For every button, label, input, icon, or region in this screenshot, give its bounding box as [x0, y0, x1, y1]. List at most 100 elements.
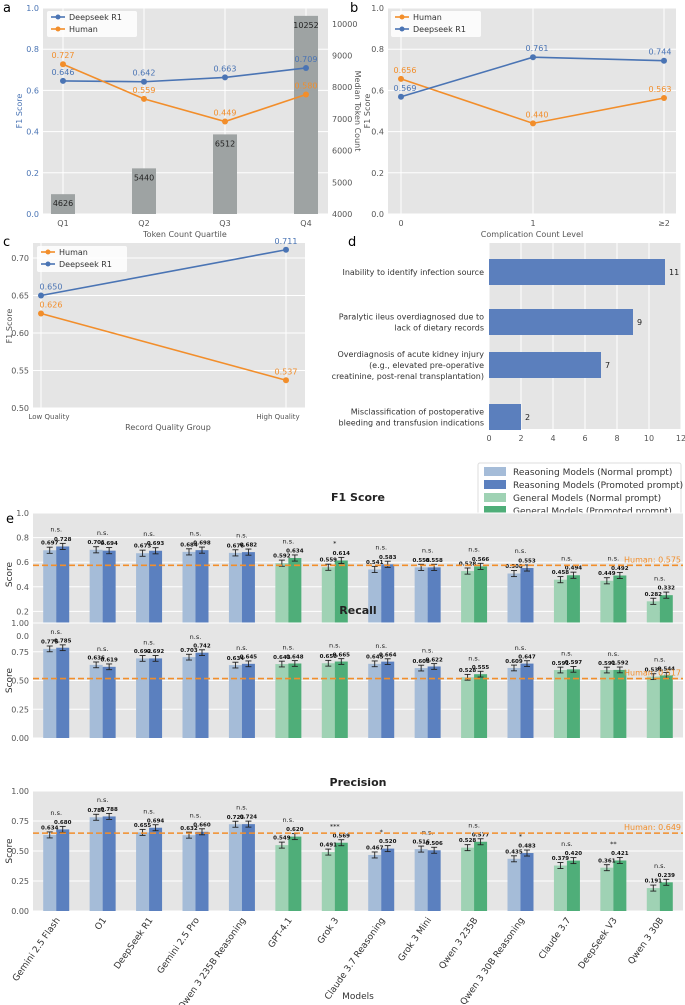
- x-tick: Q4: [300, 219, 311, 228]
- bar-value-normal: 0.549: [273, 836, 291, 842]
- bar-value-promoted: 0.592: [611, 661, 629, 667]
- legend-swatch: [484, 493, 506, 502]
- y-tick: 0.0: [371, 210, 384, 219]
- series-point: [60, 77, 66, 84]
- y-tick: 0.4: [26, 128, 39, 137]
- series-point: [398, 93, 404, 100]
- hbar-category: bleeding and transfusion indications: [339, 419, 484, 428]
- token-bar: [213, 134, 237, 214]
- hbar-value: 11: [669, 268, 679, 277]
- bar-value-normal: 0.676: [227, 543, 245, 549]
- bar-normal: [600, 867, 614, 911]
- panel-c: c 0.626 0.537 0.650 0.711 0.50 0.55 0.60 0.65 0.…: [3, 235, 305, 432]
- point-label: 0.580: [295, 82, 318, 91]
- significance-label: n.s.: [143, 639, 155, 647]
- bar-value-promoted: 0.648: [286, 654, 304, 660]
- bar-value-normal: 0.592: [273, 554, 291, 560]
- bar-value-normal: 0.650: [320, 654, 338, 660]
- legend-label: Reasoning Models (Promoted prompt): [513, 481, 683, 491]
- series-point: [141, 95, 147, 102]
- bar-value-normal: 0.645: [366, 655, 384, 661]
- bar-promoted: [195, 831, 209, 911]
- series-point: [398, 75, 404, 82]
- significance-label: n.s.: [654, 656, 666, 664]
- x-label: Record Quality Group: [125, 423, 211, 432]
- bar-value-promoted: 0.520: [379, 839, 397, 845]
- significance-label: n.s.: [190, 529, 202, 537]
- series-point: [141, 78, 147, 85]
- y-tick: 0.50: [11, 847, 29, 856]
- hbar: [489, 259, 665, 285]
- bar-promoted: [659, 882, 673, 911]
- y-tick: 0.6: [371, 86, 384, 95]
- bar-value-promoted: 0.566: [472, 557, 490, 563]
- significance-label: n.s.: [50, 526, 62, 534]
- human-reference-label: Human: 0.517: [624, 669, 681, 678]
- bar-value-normal: 0.528: [459, 838, 477, 844]
- legend-label: Human: [59, 248, 88, 257]
- bar-value-promoted: 0.494: [565, 566, 583, 572]
- model-label: Qwen 3 235B: [438, 916, 481, 971]
- series-line-0: [40, 312, 287, 382]
- y-tick: 0.00: [11, 907, 29, 916]
- bar-promoted: [149, 658, 163, 738]
- y2-tick: 7000: [332, 115, 352, 124]
- y-tick: 0.8: [26, 45, 39, 54]
- y2-tick: 6000: [332, 147, 352, 156]
- bar-value-normal: 0.632: [180, 826, 198, 832]
- panel-a-letter: a: [3, 1, 11, 16]
- bar-promoted: [427, 666, 441, 738]
- y-tick: 1.0: [16, 509, 29, 518]
- significance-label: n.s.: [468, 546, 480, 554]
- y-tick: 0.50: [11, 677, 29, 686]
- bar-value-normal: 0.191: [645, 879, 663, 885]
- bar-value-promoted: 0.332: [658, 586, 676, 592]
- token-bar-label: 5440: [134, 173, 154, 182]
- bar-value-promoted: 0.506: [425, 841, 443, 847]
- legend-label: General Models (Normal prompt): [513, 494, 661, 504]
- bar-value-promoted: 0.665: [333, 652, 351, 658]
- point-label: 0.626: [40, 301, 63, 310]
- bar-promoted: [56, 829, 70, 911]
- y-tick: 0.70: [11, 254, 29, 263]
- human-reference-label: Human: 0.649: [624, 823, 681, 832]
- bar-value-promoted: 0.692: [147, 649, 165, 655]
- y-tick: 1.00: [11, 787, 29, 796]
- panel-b: b 0.656 0.440 0.563 0.569 0.761 0.744 0.0 0.2 0.…: [350, 1, 676, 239]
- bar-normal: [553, 579, 567, 636]
- token-bar: [51, 194, 75, 214]
- y-tick: 0.4: [16, 583, 29, 592]
- bar-value-promoted: 0.583: [379, 555, 397, 561]
- x-tick: ≥2: [658, 219, 670, 228]
- subplot-title: Precision: [330, 776, 387, 789]
- bar-promoted: [334, 560, 348, 636]
- bar-promoted: [334, 842, 348, 911]
- bar-promoted: [520, 663, 534, 738]
- bar-normal: [507, 858, 521, 911]
- point-label: 0.642: [133, 69, 156, 78]
- y-label: Score: [5, 561, 15, 587]
- bar-normal: [321, 852, 335, 911]
- bar-value-promoted: 0.622: [425, 657, 443, 663]
- bar-promoted: [520, 567, 534, 636]
- significance-label: ***: [330, 822, 341, 830]
- y-label: Score: [5, 667, 15, 693]
- bar-promoted: [195, 652, 209, 738]
- point-label: 0.449: [214, 109, 237, 118]
- bar-value-normal: 0.692: [134, 649, 152, 655]
- model-label: Grok 3: [316, 916, 341, 946]
- y2-tick: 9000: [332, 52, 352, 61]
- y2-tick: 4000: [332, 210, 352, 219]
- bar-normal: [368, 569, 382, 636]
- bar-normal: [321, 663, 335, 738]
- bar-value-normal: 0.697: [41, 541, 59, 547]
- hbar-category: Inability to identify infection source: [342, 268, 484, 277]
- bar-value-normal: 0.591: [598, 661, 616, 667]
- bar-normal: [136, 832, 150, 911]
- bar-value-normal: 0.379: [552, 856, 570, 862]
- bar-value-normal: 0.435: [505, 849, 523, 855]
- y-tick: 0.6: [26, 86, 39, 95]
- subplot-0: F1 Score 0.0 0.2 0.4 0.6 0.8 1.0 Score 0.6970.72…: [5, 491, 683, 641]
- bar-normal: [43, 648, 57, 738]
